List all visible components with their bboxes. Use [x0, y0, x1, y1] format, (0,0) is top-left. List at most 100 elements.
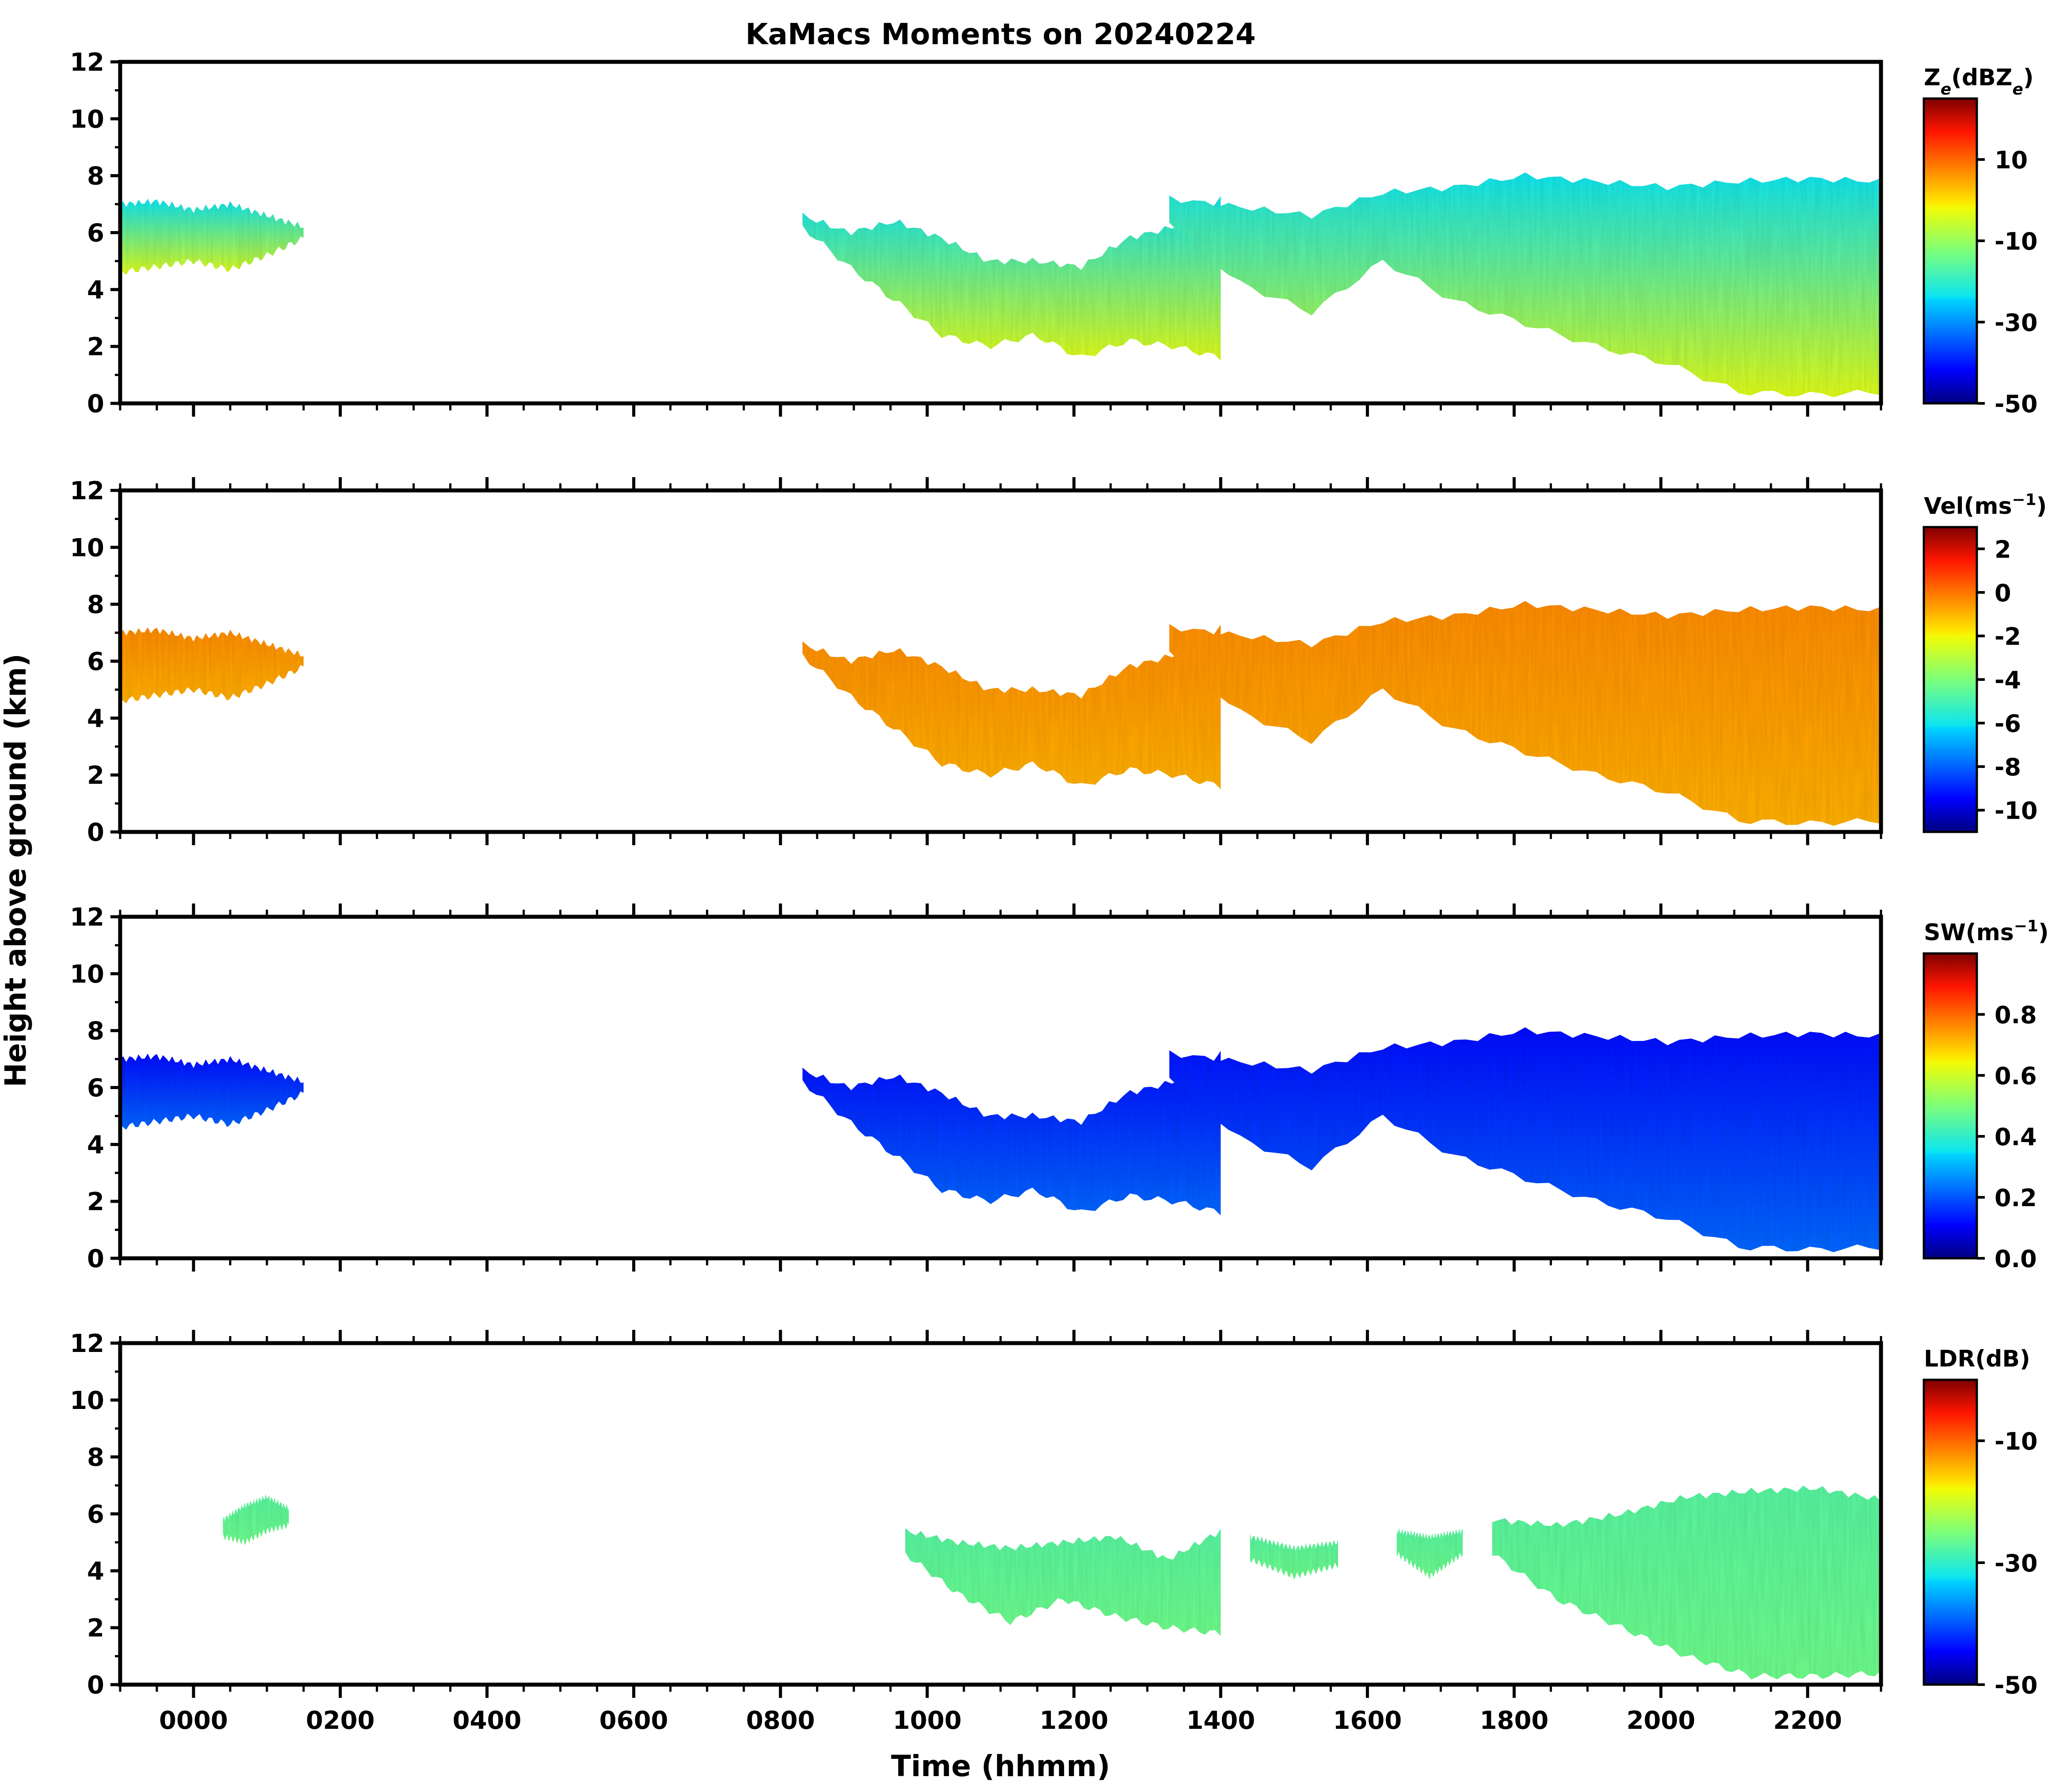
- colorbar: -50 -30 -10 10 Ze(dBZe): [1923, 65, 2038, 418]
- colorbar-label: Ze(dBZe): [1924, 65, 2034, 99]
- echo-texture: [120, 198, 304, 275]
- x-tick-label: 1800: [1480, 1706, 1549, 1735]
- y-tick-label: 2: [87, 333, 104, 361]
- y-tick-label: 4: [87, 276, 104, 304]
- y-tick-label: 2: [87, 1188, 104, 1216]
- x-axis: [119, 904, 1882, 1272]
- colorbar-tick-label: -10: [1995, 797, 2038, 825]
- y-tick-label: 2: [87, 1614, 104, 1643]
- x-tick-label: 2200: [1773, 1706, 1842, 1735]
- figure-title: KaMacs Moments on 20240224: [745, 17, 1255, 51]
- x-tick-label: 0200: [306, 1706, 375, 1735]
- colorbar-tick-label: 10: [1995, 146, 2028, 174]
- y-axis-label: Height above ground (km): [0, 653, 33, 1087]
- y-tick-label: 12: [70, 477, 104, 505]
- y-axis: 0 2 4 6 8 10 12: [70, 48, 120, 418]
- x-tick-label: 2000: [1627, 1706, 1695, 1735]
- echo-texture: [1250, 1534, 1338, 1580]
- y-tick-label: 6: [87, 1074, 104, 1103]
- colorbar-tick-label: -30: [1995, 309, 2038, 337]
- x-tick-label: 1400: [1186, 1706, 1255, 1735]
- y-tick-label: 6: [87, 1500, 104, 1529]
- y-tick-label: 8: [87, 162, 104, 191]
- colorbar-tick-label: -30: [1995, 1549, 2038, 1577]
- y-axis: 0 2 4 6 8 10 12: [70, 1329, 120, 1700]
- colorbar-gradient: [1923, 526, 1978, 833]
- echo-texture: [1169, 1027, 1881, 1253]
- y-axis: 0 2 4 6 8 10 12: [70, 903, 120, 1273]
- y-tick-label: 6: [87, 648, 104, 676]
- echo-texture: [223, 1494, 289, 1545]
- colorbar-tick-label: -50: [1995, 390, 2038, 418]
- colorbar-tick-label: 0.6: [1995, 1062, 2037, 1090]
- y-tick-label: 8: [87, 1017, 104, 1046]
- x-tick-label: 0600: [599, 1706, 668, 1735]
- colorbar-tick-label: 0.0: [1995, 1245, 2037, 1273]
- x-axis-label: Time (hhmm): [891, 1749, 1110, 1783]
- colorbar-tick-label: 0: [1995, 579, 2011, 607]
- axes-frame: [118, 1341, 1883, 1687]
- colorbar-tick-label: 0.8: [1995, 1001, 2037, 1029]
- colorbar-tick-label: -6: [1995, 710, 2021, 738]
- x-tick-label: 1000: [893, 1706, 962, 1735]
- y-tick-label: 4: [87, 1131, 104, 1159]
- y-tick-label: 0: [87, 390, 104, 418]
- y-tick-label: 2: [87, 761, 104, 790]
- panels: 0 2 4 6 8 10 12 -50 -30 -10 10 Ze(dBZe) 0 2 4 6 8 10 12 -10…: [70, 48, 2049, 1735]
- y-tick-label: 4: [87, 704, 104, 733]
- colorbar-tick-label: -8: [1995, 753, 2021, 781]
- echo-field: [120, 172, 1881, 398]
- x-tick-label: 0400: [452, 1706, 521, 1735]
- x-axis: [119, 477, 1882, 845]
- echo-texture: [1492, 1485, 1881, 1680]
- echo-texture: [1169, 601, 1881, 826]
- echo-texture: [120, 627, 304, 703]
- y-tick-label: 10: [70, 105, 104, 134]
- colorbar-label: Vel(ms−1): [1924, 491, 2047, 520]
- y-tick-label: 8: [87, 1443, 104, 1472]
- colorbar-label: SW(ms−1): [1924, 917, 2049, 946]
- panel-ze: 0 2 4 6 8 10 12 -50 -30 -10 10 Ze(dBZe): [70, 48, 2038, 418]
- x-axis: [119, 403, 1882, 417]
- x-tick-label: 0000: [159, 1706, 228, 1735]
- panel-vel: 0 2 4 6 8 10 12 -10 -8 -6 -4 -2 0 2 Vel(ms−1): [70, 477, 2047, 847]
- y-tick-label: 6: [87, 219, 104, 248]
- echo-field: [120, 1027, 1881, 1253]
- colorbar-tick-label: -10: [1995, 228, 2038, 255]
- echo-field: [223, 1485, 1881, 1680]
- y-tick-label: 4: [87, 1557, 104, 1586]
- x-tick-label: 0800: [746, 1706, 815, 1735]
- echo-field: [120, 601, 1881, 826]
- colorbar-tick-label: -2: [1995, 623, 2021, 650]
- colorbar-tick-label: -10: [1995, 1428, 2038, 1455]
- echo-texture: [905, 1528, 1221, 1636]
- echo-texture: [120, 1053, 304, 1130]
- y-tick-label: 10: [70, 960, 104, 989]
- y-tick-label: 0: [87, 1671, 104, 1700]
- y-tick-label: 0: [87, 1245, 104, 1273]
- y-axis: 0 2 4 6 8 10 12: [70, 477, 120, 847]
- colorbar-tick-label: 0.2: [1995, 1184, 2037, 1212]
- colorbar: 0.0 0.2 0.4 0.6 0.8 SW(ms−1): [1923, 917, 2049, 1273]
- y-tick-label: 10: [70, 1386, 104, 1415]
- echo-texture: [802, 624, 1221, 789]
- x-tick-label: 1600: [1333, 1706, 1402, 1735]
- echo-texture: [1396, 1528, 1463, 1579]
- x-tick-label: 1200: [1039, 1706, 1108, 1735]
- colorbar-tick-label: 2: [1995, 535, 2011, 563]
- colorbar-tick-label: -50: [1995, 1671, 2038, 1699]
- y-tick-label: 10: [70, 534, 104, 562]
- colorbar-tick-label: 0.4: [1995, 1123, 2037, 1151]
- x-axis: 0000 0200 0400 0600 0800 1000 1200 1400 1600 1800…: [119, 1330, 1882, 1735]
- y-tick-label: 8: [87, 591, 104, 619]
- colorbar: -10 -8 -6 -4 -2 0 2 Vel(ms−1): [1923, 491, 2047, 833]
- panel-ldr: 0 2 4 6 8 10 12 0000 0200 0400 0600 0800 1000 1200 140…: [70, 1329, 2038, 1735]
- colorbar-tick-label: -4: [1995, 666, 2021, 694]
- colorbar-gradient: [1923, 97, 1978, 405]
- echo-texture: [1169, 172, 1881, 398]
- y-tick-label: 12: [70, 903, 104, 932]
- colorbar-gradient: [1923, 1378, 1978, 1686]
- colorbar-gradient: [1923, 952, 1978, 1260]
- colorbar: -50 -30 -10 LDR(dB): [1923, 1346, 2038, 1699]
